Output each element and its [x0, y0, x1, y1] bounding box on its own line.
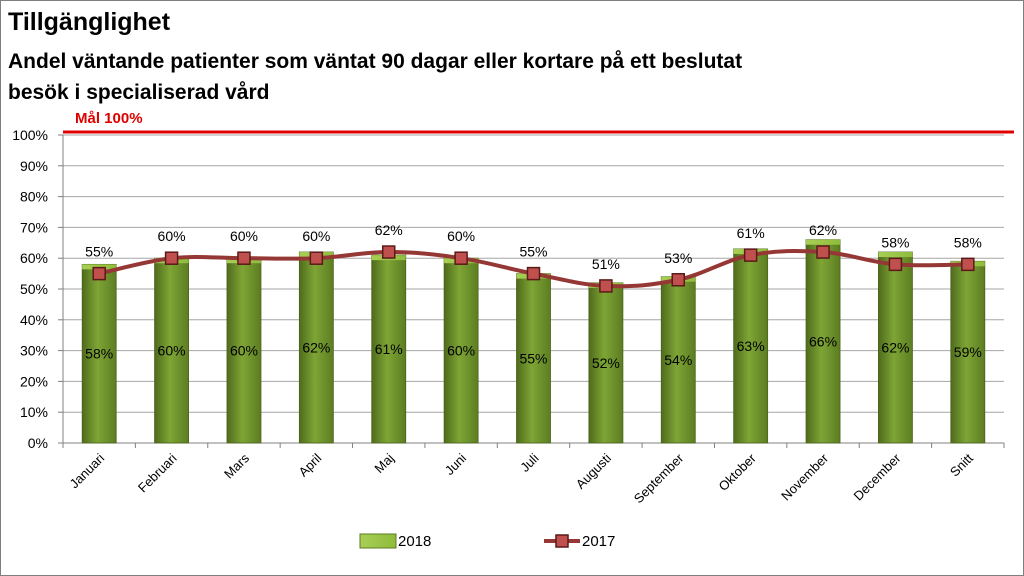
- line-value-label: 61%: [737, 225, 765, 241]
- marker-2017: [381, 245, 396, 259]
- marker-2017: [454, 251, 468, 265]
- line-value-label: 58%: [954, 234, 982, 250]
- marker-2017: [743, 248, 758, 262]
- bar-value-label: 63%: [737, 338, 765, 354]
- y-tick-label: 10%: [20, 404, 48, 420]
- bar-value-label: 52%: [592, 355, 620, 371]
- x-tick-label: Snitt: [947, 450, 976, 479]
- bar-value-label: 60%: [158, 343, 186, 359]
- axes: 0% 10% 20% 30% 40% 50% 60% 70% 80% 90% 100%: [12, 127, 1005, 451]
- chart-subtitle: Andel väntande patienter som väntat 90 d…: [8, 50, 743, 104]
- bar-2018: [371, 254, 407, 444]
- marker-2017: [961, 257, 975, 272]
- y-tick-label: 60%: [20, 250, 48, 266]
- bar-2018: [950, 260, 986, 444]
- bar-value-label: 61%: [375, 341, 403, 357]
- bar-value-label: 60%: [447, 343, 475, 359]
- y-tick-label: 80%: [20, 189, 48, 205]
- legend-swatch-2018: [359, 533, 397, 549]
- y-tick-label: 70%: [20, 219, 48, 235]
- bar-value-label: 62%: [881, 340, 909, 356]
- x-tick-label: December: [851, 450, 904, 503]
- marker-2017: [671, 273, 686, 287]
- y-tick-label: 20%: [20, 373, 48, 389]
- x-tick-label: Augusti: [573, 450, 614, 491]
- bar-2018: [878, 251, 913, 444]
- x-tick-label: Mars: [221, 450, 252, 481]
- x-tick-labels: Januari Februari Mars April Maj Juni Juli Augus…: [67, 450, 977, 506]
- bar-2018: [588, 282, 624, 444]
- bar-value-label: 55%: [519, 350, 547, 366]
- line-value-label: 60%: [302, 228, 330, 244]
- marker-2017: [237, 251, 251, 265]
- goal-line-group: Mål 100%: [63, 110, 1014, 134]
- bar-2018: [298, 251, 334, 444]
- x-tick-label: Juli: [517, 450, 541, 474]
- bars-2018: [81, 239, 986, 444]
- chart-title: Tillgänglighet: [8, 8, 171, 36]
- goal-label: Mål 100%: [75, 110, 143, 127]
- line-2017: [92, 245, 975, 293]
- marker-2017: [526, 266, 541, 281]
- y-tick-label: 40%: [20, 312, 48, 328]
- line-value-label: 60%: [158, 228, 186, 244]
- bar-value-label: 60%: [230, 343, 258, 359]
- x-tick-label: September: [631, 450, 687, 506]
- bar-2018-top: [878, 252, 913, 258]
- bar-2018: [154, 257, 189, 444]
- line-value-label: 62%: [375, 222, 403, 238]
- bar-2018: [81, 263, 117, 444]
- x-tick-label: Oktober: [715, 450, 759, 494]
- line-value-label: 55%: [519, 244, 547, 260]
- line-value-label: 55%: [85, 244, 113, 260]
- x-tick-label: November: [778, 450, 831, 503]
- legend-marker-2017: [555, 534, 569, 548]
- legend: 2018 2017: [359, 533, 615, 550]
- marker-2017: [888, 257, 903, 272]
- bar-value-label: 54%: [664, 352, 692, 368]
- line-value-label: 51%: [592, 256, 620, 272]
- bar-value-label: 66%: [809, 333, 837, 349]
- line-value-label: 53%: [664, 250, 692, 266]
- legend-label-2018: 2018: [398, 533, 431, 550]
- line-value-label: 60%: [447, 228, 475, 244]
- line-value-label: 60%: [230, 228, 258, 244]
- y-tick-label: 50%: [20, 281, 48, 297]
- marker-2017: [92, 266, 106, 281]
- x-tick-label: Januari: [67, 450, 108, 491]
- x-tick-label: April: [295, 450, 324, 479]
- bar-2018: [660, 276, 696, 444]
- line-value-label: 58%: [881, 234, 909, 250]
- marker-2017: [816, 245, 830, 259]
- line-value-label: 62%: [809, 222, 837, 238]
- y-tick-label: 0%: [28, 435, 48, 451]
- y-tick-label: 90%: [20, 158, 48, 174]
- bar-2018: [443, 257, 479, 444]
- x-tick-label: Februari: [135, 450, 180, 495]
- bar-value-label: 58%: [85, 346, 113, 362]
- x-tick-label: Juni: [442, 450, 470, 478]
- marker-2017: [309, 251, 324, 265]
- marker-2017: [164, 251, 179, 265]
- legend-label-2017: 2017: [582, 533, 615, 550]
- data-labels: 58% 60% 60% 62% 61% 60% 55% 52% 54% 63% 66% 62% 59% 5…: [85, 222, 982, 371]
- bar-2018: [226, 257, 262, 444]
- bar-value-label: 62%: [302, 340, 330, 356]
- x-tick-label: Maj: [371, 450, 396, 475]
- marker-2017: [599, 279, 613, 293]
- bar-value-label: 59%: [954, 344, 982, 360]
- bar-2018-top: [806, 239, 841, 245]
- y-tick-label: 30%: [20, 343, 48, 359]
- y-tick-label: 100%: [12, 127, 48, 143]
